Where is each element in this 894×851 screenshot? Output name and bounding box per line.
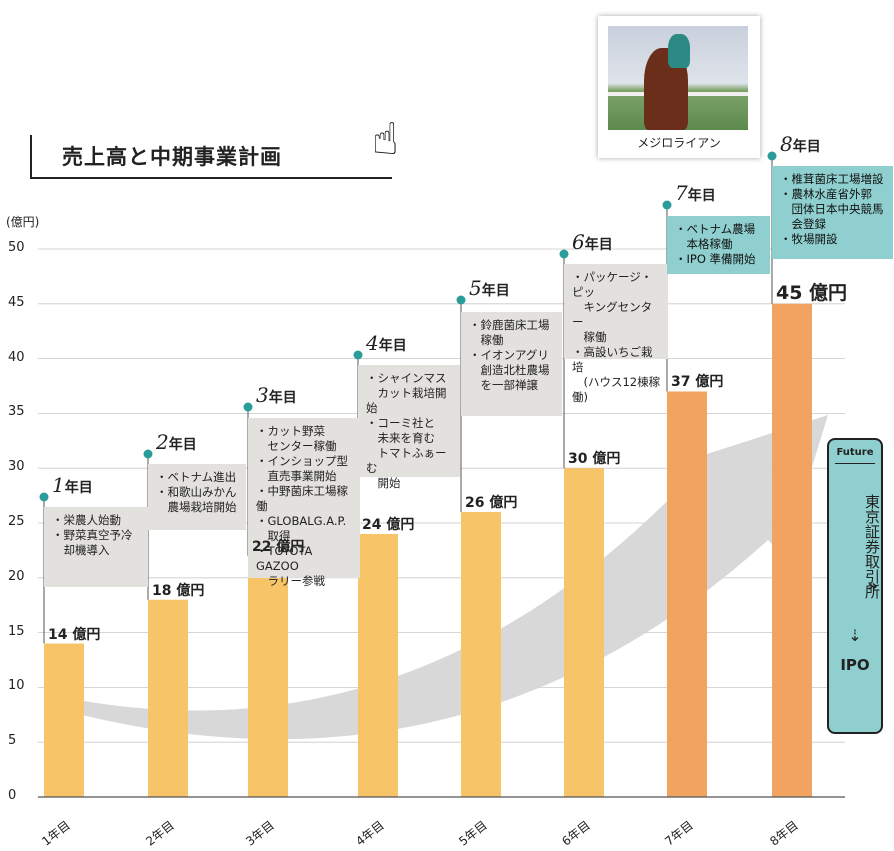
value-label: 14 億円 xyxy=(48,626,101,643)
bar-year-1 xyxy=(44,643,84,797)
milestone-note-year-3: ・カット野菜 センター稼働 ・インショップ型 直売事業開始 ・中野菌床工場稼働 … xyxy=(248,418,360,588)
year-suffix: 年目 xyxy=(64,480,93,496)
value-label: 22 億円 xyxy=(252,538,305,555)
value-label: 26 億円 xyxy=(465,495,518,512)
year-suffix: 年目 xyxy=(792,139,821,155)
milestone-dot xyxy=(456,295,466,305)
bar-year-3 xyxy=(248,555,288,797)
milestone-dot xyxy=(143,449,153,459)
milestone-dot xyxy=(353,350,363,360)
milestone-year-label: 8年目 xyxy=(780,132,821,156)
year-suffix: 年目 xyxy=(481,283,510,299)
value-label: 18 億円 xyxy=(152,582,205,599)
milestone-year-label: 5年目 xyxy=(469,276,510,300)
pointing-hand-icon: ☝ xyxy=(372,114,399,165)
y-axis-unit: (億円) xyxy=(6,215,40,229)
year-number: 2 xyxy=(156,430,169,454)
year-number: 8 xyxy=(780,132,793,156)
y-tick-label: 5 xyxy=(8,733,17,749)
y-tick-label: 20 xyxy=(8,568,25,584)
jockey-shape xyxy=(668,34,690,68)
future-exchange-text: 東京証券取引所 xyxy=(863,494,881,599)
milestone-note-year-1: ・栄農人始動 ・野菜真空予冷 却機導入 xyxy=(44,507,148,587)
future-tag: Future xyxy=(836,447,874,458)
year-suffix: 年目 xyxy=(168,437,197,453)
year-suffix: 年目 xyxy=(584,237,613,253)
year-suffix: 年目 xyxy=(378,338,407,354)
value-label: 45 億円 xyxy=(776,281,848,304)
year-number: 7 xyxy=(675,181,688,205)
value-label: 24 億円 xyxy=(362,516,415,533)
bar-year-8 xyxy=(772,303,812,797)
milestone-note-year-4: ・シャインマス カット栽培開始 ・コーミ社と 未来を育む トマトふぁーむ 開始 xyxy=(358,365,460,490)
y-tick-label: 15 xyxy=(8,623,25,639)
future-ipo-box: Future 東京証券取引所 » ⇣ IPO xyxy=(827,438,883,734)
racehorse-photo xyxy=(608,26,748,130)
milestone-note-year-6: ・パッケージ・ピッ キングセンター 稼働 ・高設いちご栽培 (ハウス12棟稼働) xyxy=(564,264,668,404)
y-tick-label: 40 xyxy=(8,349,25,365)
y-tick-label: 35 xyxy=(8,404,25,420)
value-label: 30 億円 xyxy=(568,451,621,468)
bar-year-5 xyxy=(461,512,501,797)
y-tick-label: 30 xyxy=(8,459,25,475)
milestone-year-label: 7年目 xyxy=(675,181,716,205)
value-label: 37 億円 xyxy=(671,374,724,391)
year-number: 5 xyxy=(469,276,482,300)
milestone-year-label: 4年目 xyxy=(366,331,407,355)
milestone-dot xyxy=(559,249,569,259)
y-tick-label: 25 xyxy=(8,514,25,529)
y-tick-label: 50 xyxy=(8,240,25,255)
year-suffix: 年目 xyxy=(268,390,297,406)
y-tick-label: 10 xyxy=(8,678,25,694)
bar-year-6 xyxy=(564,468,604,797)
page-title: 売上高と中期事業計画 xyxy=(62,145,282,169)
milestone-note-year-8: ・椎茸菌床工場増設 ・農林水産省外郭 団体日本中央競馬 会登録 ・牧場開設 xyxy=(772,166,893,259)
photo-caption: メジロライアン xyxy=(637,136,721,150)
milestone-year-label: 3年目 xyxy=(256,383,297,407)
milestone-year-label: 6年目 xyxy=(572,230,613,254)
year-number: 1 xyxy=(52,473,65,497)
bar-year-7 xyxy=(667,391,707,797)
milestone-note-year-7: ・ベトナム農場 本格稼働 ・IPO 準備開始 xyxy=(667,216,770,274)
milestone-dot xyxy=(767,151,777,161)
milestone-dot xyxy=(39,492,49,502)
milestone-note-year-2: ・ベトナム進出 ・和歌山みかん 農場栽培開始 xyxy=(148,464,246,530)
photo-card: メジロライアン xyxy=(598,16,760,158)
year-number: 4 xyxy=(366,331,379,355)
milestone-year-label: 1年目 xyxy=(52,473,93,497)
milestone-dot xyxy=(243,402,253,412)
future-ipo-label: IPO xyxy=(840,656,870,674)
milestone-dot xyxy=(662,200,672,210)
milestone-note-year-5: ・鈴鹿菌床工場 稼働 ・イオンアグリ 創造北杜農場 を一部禅譲 xyxy=(461,312,562,416)
year-suffix: 年目 xyxy=(687,188,716,204)
year-number: 3 xyxy=(256,383,269,407)
milestone-year-label: 2年目 xyxy=(156,430,197,454)
y-tick-label: 0 xyxy=(8,788,17,803)
arrow-down-icon: ⇣ xyxy=(848,626,862,645)
bar-year-2 xyxy=(148,599,188,797)
bar-year-4 xyxy=(358,533,398,797)
year-number: 6 xyxy=(572,230,585,254)
title-frame xyxy=(30,135,392,179)
y-tick-label: 45 xyxy=(8,294,25,310)
chevron-right-icon: » xyxy=(867,576,878,595)
